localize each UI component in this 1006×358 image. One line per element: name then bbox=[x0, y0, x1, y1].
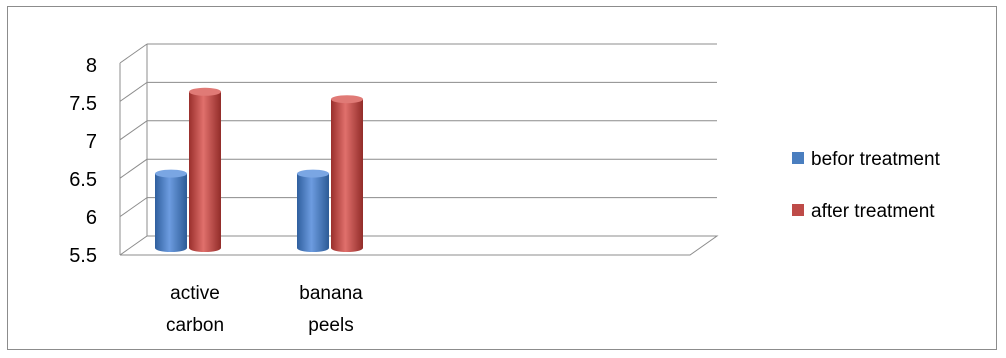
legend-label: befor treatment bbox=[811, 149, 941, 170]
gridline-side bbox=[119, 120, 148, 141]
x-category-label-line: carbon bbox=[166, 315, 224, 336]
grid-layer bbox=[119, 43, 717, 218]
legend-label: after treatment bbox=[811, 201, 935, 222]
legend: befor treatment after treatment bbox=[792, 149, 941, 222]
y-tick-label: 5.5 bbox=[69, 245, 97, 267]
gridline-side bbox=[119, 81, 148, 102]
bar-body bbox=[297, 173, 329, 252]
x-category-label-line: peels bbox=[308, 315, 353, 336]
gridline-side bbox=[119, 197, 148, 218]
bar-befor-treatment-active-carbon bbox=[155, 169, 187, 252]
bar-top bbox=[189, 87, 221, 96]
y-tick-label: 7.5 bbox=[69, 93, 97, 115]
x-category-label-line: banana bbox=[299, 283, 363, 304]
plot-walls bbox=[119, 44, 719, 256]
bar-body bbox=[155, 173, 187, 252]
gridline-side bbox=[119, 158, 148, 179]
legend-swatch-blue bbox=[792, 152, 804, 164]
floor-outline bbox=[119, 235, 719, 256]
bar-after-treatment-banana-peels bbox=[331, 95, 363, 252]
bar-after-treatment-active-carbon bbox=[189, 87, 221, 252]
bar-body bbox=[331, 99, 363, 252]
y-axis-ticks: 5.5 6 6.5 7 7.5 8 bbox=[69, 55, 97, 267]
y-tick-label: 6 bbox=[86, 207, 97, 229]
bar-befor-treatment-banana-peels bbox=[297, 169, 329, 252]
y-tick-label: 6.5 bbox=[69, 169, 97, 191]
gridline-side bbox=[119, 43, 148, 64]
x-category-label-line: active bbox=[170, 283, 220, 304]
legend-item-befor-treatment: befor treatment bbox=[792, 149, 941, 170]
bars bbox=[155, 87, 363, 252]
y-tick-label: 8 bbox=[86, 55, 97, 77]
bar-body bbox=[189, 91, 221, 252]
legend-item-after-treatment: after treatment bbox=[792, 201, 935, 222]
y-tick-label: 7 bbox=[86, 131, 97, 153]
bar-top bbox=[331, 95, 363, 104]
x-axis-labels: active carbon banana peels bbox=[166, 283, 363, 336]
legend-swatch-red bbox=[792, 204, 804, 216]
bar-top bbox=[155, 169, 187, 178]
bar-top bbox=[297, 169, 329, 178]
